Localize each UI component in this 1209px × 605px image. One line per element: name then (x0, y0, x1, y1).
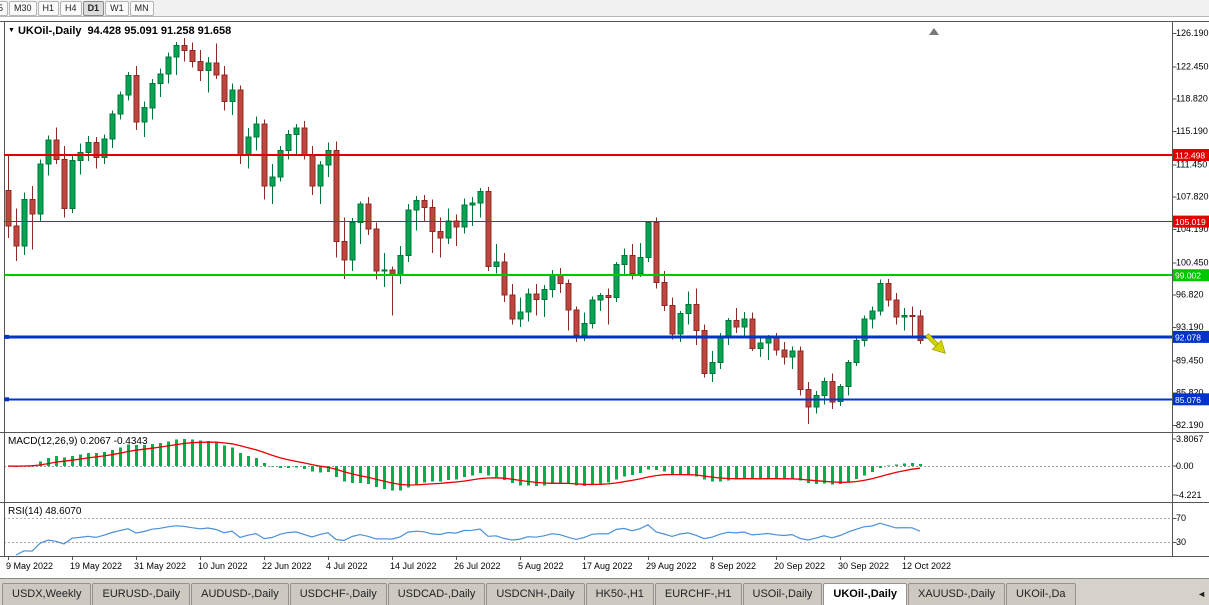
tab-usoil-daily[interactable]: USOil-,Daily (742, 583, 823, 605)
tab-scroll-left-icon[interactable]: ◄ (1195, 589, 1208, 599)
svg-text:12 Oct 2022: 12 Oct 2022 (902, 561, 951, 571)
timeframe-m30[interactable]: M30 (9, 0, 37, 16)
chart-title: ▼ UKOil-,Daily 94.428 95.091 91.258 91.658 (8, 25, 231, 37)
tab-hk50-h1[interactable]: HK50-,H1 (585, 583, 654, 605)
hline-92.078[interactable]: 92.078 (4, 330, 1209, 343)
svg-text:104.190: 104.190 (1176, 224, 1209, 234)
svg-text:30: 30 (1176, 537, 1186, 547)
macd-indicator (4, 439, 1172, 491)
timeframe-5[interactable]: 5 (0, 0, 9, 16)
svg-text:20 Sep 2022: 20 Sep 2022 (774, 561, 825, 571)
timeframe-h4[interactable]: H4 (60, 0, 82, 16)
timeframe-toolbar: 5M30H1H4D1W1MN (0, 0, 1209, 17)
svg-text:111.450: 111.450 (1176, 159, 1207, 169)
svg-text:19 May 2022: 19 May 2022 (70, 561, 122, 571)
svg-text:5 Aug 2022: 5 Aug 2022 (518, 561, 564, 571)
timeframe-d1[interactable]: D1 (82, 0, 105, 16)
symbol-dropdown-icon[interactable]: ▼ (8, 27, 15, 34)
tab-usdchf-daily[interactable]: USDCHF-,Daily (289, 583, 387, 605)
symbol-tabbar: USDX,Weekly EURUSD-,Daily AUDUSD-,Daily USD… (0, 578, 1209, 605)
svg-text:89.450: 89.450 (1176, 355, 1204, 365)
time-axis[interactable]: 9 May 2022 19 May 2022 31 May 2022 10 Jun 2… (6, 557, 951, 571)
timeframe-w1[interactable]: W1 (105, 0, 129, 16)
svg-text:30 Sep 2022: 30 Sep 2022 (838, 561, 889, 571)
timeframe-mn[interactable]: MN (129, 0, 154, 16)
svg-text:4 Jul 2022: 4 Jul 2022 (326, 561, 368, 571)
svg-text:10 Jun 2022: 10 Jun 2022 (198, 561, 248, 571)
tab-usdx-weekly[interactable]: USDX,Weekly (2, 583, 92, 605)
price-axis[interactable]: 126.190 122.450 118.820 115.190 111.450 107.8… (1172, 28, 1209, 547)
svg-text:115.190: 115.190 (1176, 126, 1208, 136)
tab-usdcad-daily[interactable]: USDCAD-,Daily (387, 583, 486, 605)
svg-text:92.078: 92.078 (1175, 332, 1201, 342)
tab-eurusd-daily[interactable]: EURUSD-,Daily (92, 583, 191, 605)
chart-window[interactable]: 126.190 122.450 118.820 115.190 111.450 107.8… (0, 17, 1209, 578)
hline-105.019[interactable]: 105.019 (4, 215, 1209, 228)
chart-ohlc-values: 94.428 95.091 91.258 91.658 (87, 25, 232, 37)
svg-text:0.00: 0.00 (1176, 461, 1194, 471)
rsi-indicator (4, 518, 1172, 556)
svg-text:96.820: 96.820 (1176, 290, 1204, 300)
tab-audusd-daily[interactable]: AUDUSD-,Daily (191, 583, 289, 605)
macd-label: MACD(12,26,9) 0.2067 -0.4343 (8, 436, 148, 447)
hline-112.498[interactable]: 112.498 (4, 149, 1209, 161)
svg-text:70: 70 (1176, 513, 1186, 523)
pane-frame (0, 21, 1209, 557)
svg-text:105.019: 105.019 (1175, 217, 1206, 227)
svg-text:93.190: 93.190 (1176, 322, 1204, 332)
hline-85.076[interactable]: 85.076 (4, 393, 1209, 406)
svg-text:122.450: 122.450 (1176, 61, 1209, 71)
sell-arrow-annotation[interactable] (922, 330, 950, 358)
candles (5, 38, 924, 425)
svg-text:9 May 2022: 9 May 2022 (6, 561, 53, 571)
svg-text:26 Jul 2022: 26 Jul 2022 (454, 561, 501, 571)
hline-99.002[interactable]: 99.002 (4, 269, 1209, 282)
chart-symbol: UKOil-,Daily (17, 25, 82, 37)
timeframe-h1[interactable]: H1 (37, 0, 60, 16)
svg-text:85.820: 85.820 (1176, 388, 1204, 398)
svg-text:85.076: 85.076 (1175, 395, 1201, 405)
svg-text:8 Sep 2022: 8 Sep 2022 (710, 561, 756, 571)
svg-text:31 May 2022: 31 May 2022 (134, 561, 186, 571)
svg-text:126.190: 126.190 (1176, 28, 1209, 38)
svg-text:14 Jul 2022: 14 Jul 2022 (390, 561, 437, 571)
chart-background (0, 17, 1209, 578)
chart-shift-marker-icon (929, 28, 939, 35)
svg-text:82.190: 82.190 (1176, 420, 1204, 430)
svg-text:-4.221: -4.221 (1176, 490, 1202, 500)
tab-xauusd-daily[interactable]: XAUUSD-,Daily (908, 583, 1006, 605)
svg-text:100.450: 100.450 (1176, 257, 1209, 267)
svg-text:3.8067: 3.8067 (1176, 434, 1204, 444)
svg-text:99.002: 99.002 (1175, 271, 1201, 281)
svg-text:22 Jun 2022: 22 Jun 2022 (262, 561, 312, 571)
svg-text:107.820: 107.820 (1176, 192, 1209, 202)
tab-ukoil-daily[interactable]: UKOil-,Daily (823, 583, 907, 605)
tab-usdcnh-daily[interactable]: USDCNH-,Daily (486, 583, 585, 605)
svg-text:118.820: 118.820 (1176, 94, 1208, 104)
rsi-label: RSI(14) 48.6070 (8, 506, 82, 517)
svg-text:17 Aug 2022: 17 Aug 2022 (582, 561, 633, 571)
price-chart-canvas[interactable]: 126.190 122.450 118.820 115.190 111.450 107.8… (0, 17, 1209, 578)
tab-ukoil-da[interactable]: UKOil-,Da (1006, 583, 1076, 605)
svg-text:29 Aug 2022: 29 Aug 2022 (646, 561, 697, 571)
svg-text:112.498: 112.498 (1175, 150, 1205, 160)
tab-eurchf-h1[interactable]: EURCHF-,H1 (654, 583, 742, 605)
